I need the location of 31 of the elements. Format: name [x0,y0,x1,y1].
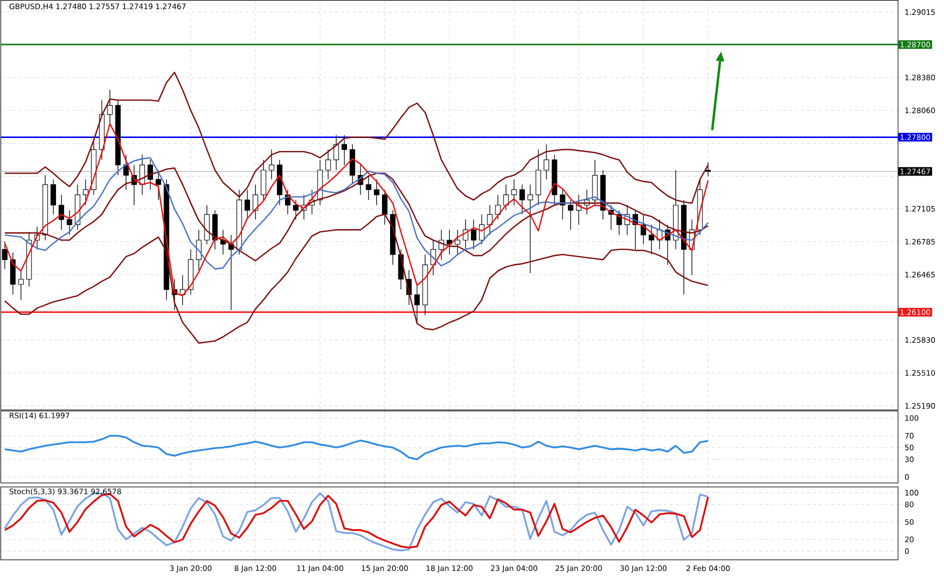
candlestick [648,224,654,255]
candlestick [511,179,517,206]
candlestick [342,134,348,166]
candlestick [50,179,56,215]
candlestick [487,204,493,236]
candlestick [454,230,460,255]
candlestick [156,170,162,200]
candlestick [268,149,274,180]
candlestick [503,184,509,211]
candlestick [519,184,525,215]
candlestick [414,284,420,325]
candlestick [705,162,711,177]
candlestick [382,189,388,226]
candlestick [334,134,339,171]
candlestick [196,230,202,270]
candlestick [252,184,258,220]
candlestick [470,219,476,250]
candlestick [82,179,88,206]
candlestick [495,194,501,220]
candlestick [66,210,72,236]
candlestick [366,175,372,200]
candlestick [148,160,154,190]
candlestick [568,200,574,230]
candlestick [374,179,380,206]
candlestick [58,194,64,230]
candlestick [325,149,331,180]
candlestick [18,270,24,300]
candlestick [528,184,533,274]
candlestick [244,189,250,220]
candlestick [544,144,550,180]
candlestick [107,90,113,126]
